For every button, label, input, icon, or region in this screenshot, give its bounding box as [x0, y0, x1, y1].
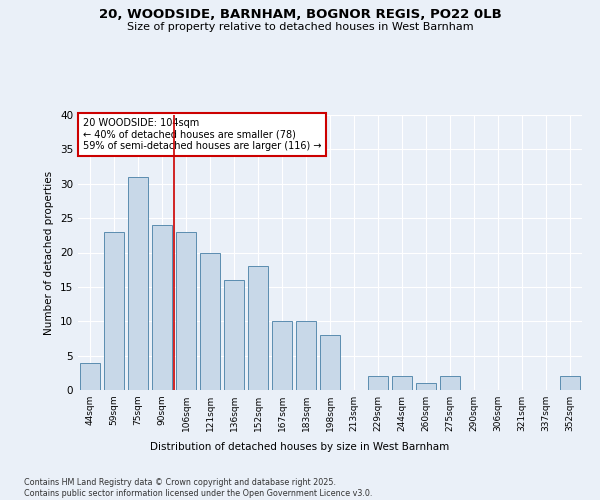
Bar: [80, 362, 100, 390]
Bar: [440, 376, 460, 390]
Y-axis label: Number of detached properties: Number of detached properties: [44, 170, 55, 334]
Text: 20, WOODSIDE, BARNHAM, BOGNOR REGIS, PO22 0LB: 20, WOODSIDE, BARNHAM, BOGNOR REGIS, PO2…: [98, 8, 502, 20]
Bar: [224, 280, 244, 390]
Bar: [272, 322, 292, 390]
Bar: [320, 335, 340, 390]
Text: Distribution of detached houses by size in West Barnham: Distribution of detached houses by size …: [151, 442, 449, 452]
Text: Size of property relative to detached houses in West Barnham: Size of property relative to detached ho…: [127, 22, 473, 32]
Bar: [560, 376, 580, 390]
Text: Contains HM Land Registry data © Crown copyright and database right 2025.
Contai: Contains HM Land Registry data © Crown c…: [24, 478, 373, 498]
Bar: [152, 225, 172, 390]
Bar: [392, 376, 412, 390]
Bar: [248, 266, 268, 390]
Text: 20 WOODSIDE: 104sqm
← 40% of detached houses are smaller (78)
59% of semi-detach: 20 WOODSIDE: 104sqm ← 40% of detached ho…: [83, 118, 322, 151]
Bar: [176, 232, 196, 390]
Bar: [104, 232, 124, 390]
Bar: [200, 252, 220, 390]
Bar: [128, 177, 148, 390]
Bar: [296, 322, 316, 390]
Bar: [416, 383, 436, 390]
Bar: [368, 376, 388, 390]
